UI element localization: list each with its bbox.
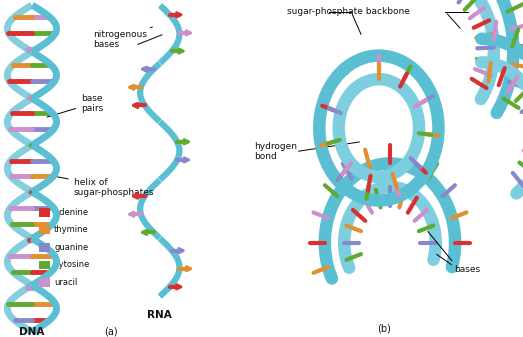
Text: adenine: adenine — [54, 208, 88, 217]
FancyBboxPatch shape — [39, 225, 50, 234]
FancyBboxPatch shape — [39, 278, 50, 287]
Text: thymine: thymine — [54, 225, 89, 234]
FancyBboxPatch shape — [39, 208, 50, 217]
Text: bases: bases — [454, 265, 480, 274]
Text: nitrogenous
bases: nitrogenous bases — [94, 27, 152, 49]
Text: (b): (b) — [378, 324, 391, 334]
Text: sugar-phosphate backbone: sugar-phosphate backbone — [287, 7, 410, 16]
Text: RNA: RNA — [147, 310, 172, 320]
Text: guanine: guanine — [54, 243, 88, 252]
Text: (a): (a) — [104, 327, 118, 337]
FancyBboxPatch shape — [39, 243, 50, 252]
FancyBboxPatch shape — [39, 261, 50, 269]
Text: hydrogen
bond: hydrogen bond — [254, 142, 297, 161]
Text: uracil: uracil — [54, 278, 77, 287]
Text: DNA: DNA — [19, 327, 44, 337]
Text: base
pairs: base pairs — [47, 94, 104, 117]
Text: helix of
sugar-phosphates: helix of sugar-phosphates — [52, 176, 154, 197]
Text: cytosine: cytosine — [54, 261, 89, 269]
